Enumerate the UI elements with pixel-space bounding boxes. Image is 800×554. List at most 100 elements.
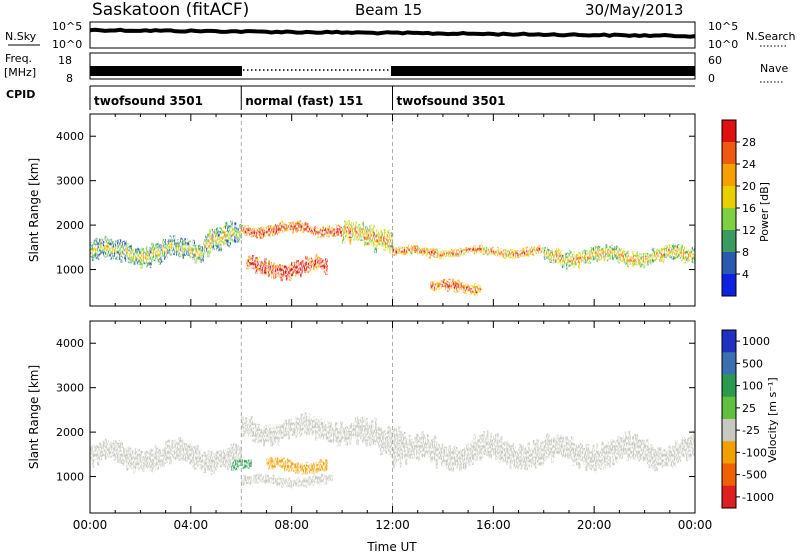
power-ylabel: Slant Range [km] <box>27 158 41 262</box>
data-cell-core <box>446 284 449 289</box>
data-cell <box>459 449 462 471</box>
data-cell-core <box>239 228 242 234</box>
data-cell <box>511 442 514 464</box>
data-cell <box>543 440 547 462</box>
data-cell <box>279 424 282 437</box>
data-cell <box>181 439 185 461</box>
data-cell-core <box>442 281 446 285</box>
data-cell-core <box>336 228 340 233</box>
data-cell <box>172 444 176 459</box>
data-cell <box>453 445 457 466</box>
data-cell-core <box>450 251 453 255</box>
data-cell <box>477 438 480 456</box>
data-cell-core <box>480 247 484 251</box>
data-cell-core <box>471 248 475 251</box>
data-cell <box>471 440 475 465</box>
data-cell-core <box>316 258 319 265</box>
colorbar-swatch <box>722 142 736 165</box>
data-cell-core <box>115 246 118 254</box>
data-cell-core <box>433 251 437 255</box>
data-cell <box>261 477 264 483</box>
data-cell-core <box>525 249 529 253</box>
data-cell <box>601 441 604 465</box>
data-cell <box>597 451 601 469</box>
data-cell-core <box>174 246 177 252</box>
data-cell <box>630 442 633 459</box>
data-cell <box>156 447 159 470</box>
data-cell <box>356 416 359 446</box>
data-cell <box>644 443 647 461</box>
data-cell <box>347 427 350 442</box>
data-cell <box>325 427 329 441</box>
data-cell-core <box>117 244 120 251</box>
data-cell-core <box>446 252 449 255</box>
data-cell <box>268 458 271 470</box>
data-cell-core <box>259 231 262 236</box>
data-cell-core <box>124 247 127 256</box>
velocity-ylabel: Slant Range [km] <box>27 365 41 469</box>
data-cell <box>250 476 253 485</box>
data-cell-core <box>212 235 215 244</box>
data-cell-core <box>133 255 136 261</box>
data-cell <box>122 447 125 466</box>
data-cell <box>565 436 568 457</box>
data-cell <box>664 448 667 467</box>
data-cell-core <box>171 243 174 249</box>
data-cell-core <box>505 252 509 255</box>
data-cell-core <box>464 287 467 291</box>
data-cell <box>612 440 615 466</box>
data-cell <box>324 424 327 438</box>
data-cell <box>655 450 658 473</box>
data-cell <box>352 423 356 436</box>
data-cell <box>289 460 292 471</box>
data-cell <box>293 463 296 472</box>
data-cell <box>433 435 437 461</box>
data-cell-core <box>226 232 230 240</box>
data-cell <box>307 413 311 435</box>
data-band-3 <box>392 430 695 473</box>
data-cell <box>275 478 279 486</box>
data-cell <box>394 428 397 452</box>
data-cell <box>412 440 415 459</box>
data-cell-core <box>91 249 95 256</box>
data-cell <box>374 417 377 445</box>
data-cell <box>585 444 588 472</box>
data-cell-core <box>448 282 451 287</box>
data-cell-core <box>167 243 170 250</box>
data-cell <box>581 444 584 462</box>
data-cell-core <box>531 249 534 253</box>
data-cell <box>243 475 246 485</box>
data-cell-core <box>457 283 460 288</box>
data-cell-core <box>610 249 613 256</box>
data-cell-core <box>244 230 248 234</box>
data-cell <box>307 464 310 472</box>
data-cell-core <box>455 251 458 255</box>
data-cell-core <box>285 270 289 276</box>
data-cell <box>354 417 358 439</box>
data-cell <box>165 440 168 464</box>
data-cell <box>272 474 275 485</box>
data-cell-core <box>267 265 271 272</box>
data-cell-core <box>104 242 107 251</box>
data-cell <box>322 420 325 440</box>
data-cell <box>507 443 511 459</box>
data-cell <box>421 431 424 458</box>
data-cell-core <box>305 260 308 267</box>
data-cell <box>259 473 262 482</box>
data-cell-core <box>102 246 105 252</box>
data-cell-core <box>316 231 320 235</box>
data-cell <box>376 427 379 444</box>
data-cell <box>316 419 320 436</box>
data-cell <box>448 445 451 471</box>
data-cell-core <box>154 248 158 254</box>
data-cell-core <box>138 254 141 260</box>
data-cell-core <box>513 253 516 257</box>
data-cell <box>576 447 579 466</box>
data-cell <box>275 457 278 465</box>
data-cell <box>330 474 333 481</box>
data-cell-core <box>527 251 530 255</box>
data-cell <box>624 431 628 455</box>
data-cell-core <box>361 227 365 235</box>
data-cell <box>319 476 322 485</box>
data-cell <box>415 433 419 460</box>
